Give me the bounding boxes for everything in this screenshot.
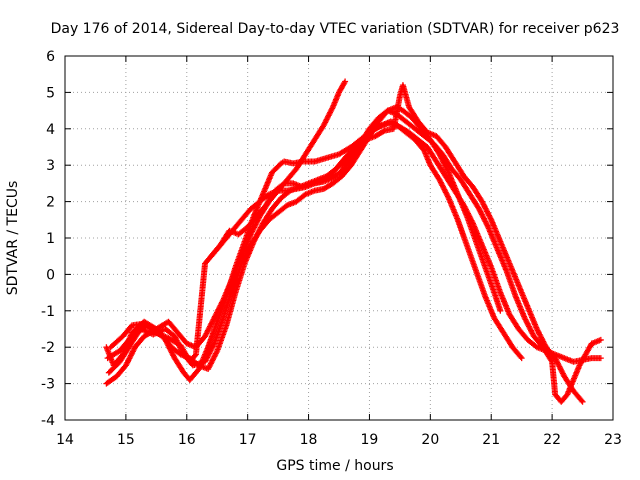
series-track-5 <box>105 78 349 376</box>
x-tick-label: 16 <box>178 432 196 448</box>
series-track-3 <box>104 103 504 369</box>
data-point <box>342 78 349 85</box>
y-axis-title: SDTVAR / TECUs <box>5 181 21 296</box>
x-tick-label: 23 <box>604 432 622 448</box>
series-track-4 <box>107 107 604 405</box>
data-point <box>597 355 604 362</box>
x-tick-label: 14 <box>56 432 74 448</box>
chart-title: Day 176 of 2014, Sidereal Day-to-day VTE… <box>51 21 620 37</box>
data-point <box>279 181 286 188</box>
y-tick-label: 5 <box>46 85 55 101</box>
y-tick-label: 3 <box>46 158 55 174</box>
grid-lines <box>65 56 613 420</box>
x-axis-title: GPS time / hours <box>276 458 393 474</box>
x-axis: 14 15 16 17 18 19 20 21 22 23 <box>56 56 622 448</box>
data-point <box>548 357 555 364</box>
y-axis: -4 -3 -2 -1 0 1 2 3 4 5 6 <box>41 49 613 429</box>
data-point <box>517 353 524 360</box>
data-series <box>103 78 604 405</box>
y-tick-label: -3 <box>41 377 55 393</box>
y-tick-label: 1 <box>46 231 55 247</box>
data-point <box>518 355 525 362</box>
series-track-6 <box>208 82 586 405</box>
x-tick-label: 21 <box>482 432 500 448</box>
data-point <box>579 398 586 405</box>
x-tick-label: 17 <box>239 432 257 448</box>
data-point <box>597 336 604 343</box>
y-tick-label: 6 <box>46 49 55 65</box>
data-point <box>191 352 198 359</box>
x-tick-label: 22 <box>543 432 561 448</box>
x-tick-label: 20 <box>421 432 439 448</box>
y-tick-label: -2 <box>41 340 55 356</box>
x-tick-label: 18 <box>300 432 318 448</box>
y-tick-label: 0 <box>46 267 55 283</box>
plot-frame <box>64 55 614 421</box>
data-point <box>380 128 387 135</box>
data-point <box>578 397 585 404</box>
y-tick-label: 2 <box>46 195 55 211</box>
y-tick-label: -4 <box>41 413 55 429</box>
x-tick-label: 15 <box>117 432 135 448</box>
x-tick-label: 19 <box>361 432 379 448</box>
data-point <box>497 307 504 314</box>
y-tick-label: -1 <box>41 304 55 320</box>
y-tick-label: 4 <box>46 122 55 138</box>
